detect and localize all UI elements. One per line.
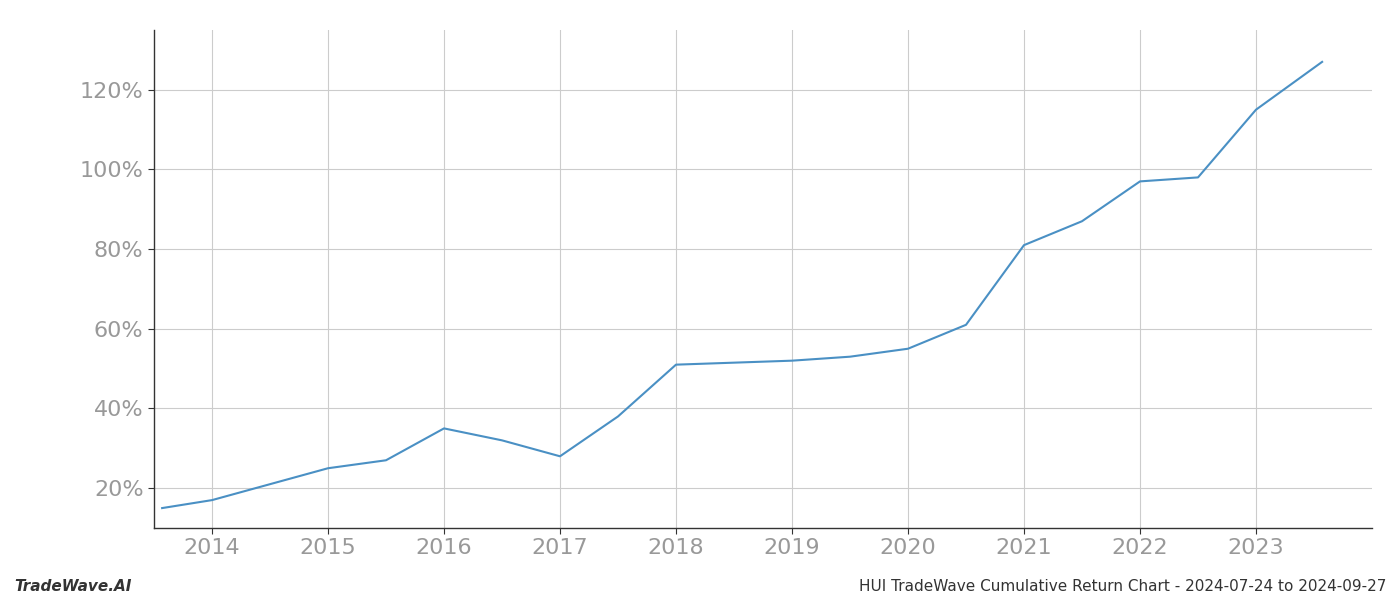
Text: HUI TradeWave Cumulative Return Chart - 2024-07-24 to 2024-09-27: HUI TradeWave Cumulative Return Chart - … bbox=[858, 579, 1386, 594]
Text: TradeWave.AI: TradeWave.AI bbox=[14, 579, 132, 594]
